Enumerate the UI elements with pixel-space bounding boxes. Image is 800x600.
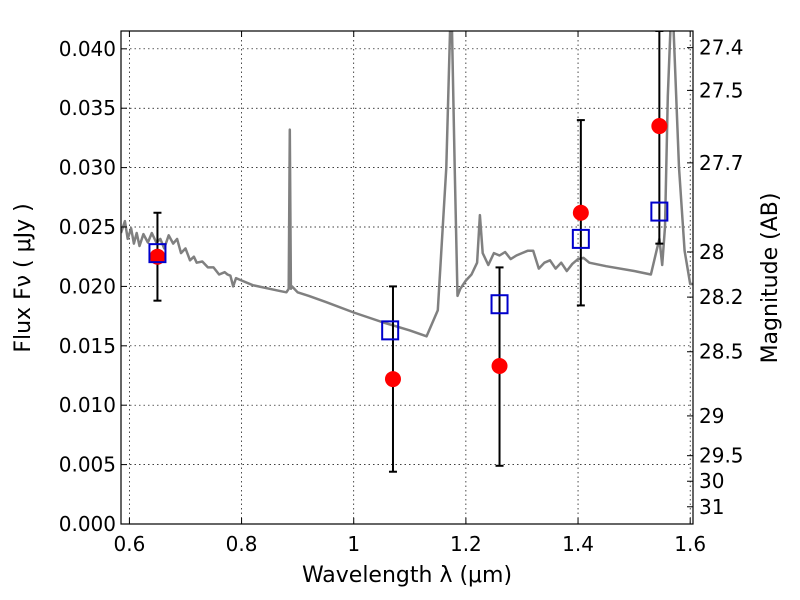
y2-axis-label: Magnitude (AB) — [758, 193, 783, 364]
grid-lines — [121, 31, 693, 525]
x-tick-label: 1 — [347, 532, 360, 556]
y-axis-ticks: 0.000 0.005 0.010 0.015 0.020 0.025 0.030 0.035… — [59, 37, 127, 536]
observed-point — [651, 118, 668, 135]
y-tick-label: 0.000 — [59, 512, 116, 536]
observed-points — [149, 118, 668, 388]
x-tick-label: 1.4 — [562, 532, 594, 556]
y2-tick-label: 27.5 — [699, 78, 744, 102]
y-tick-label: 0.015 — [59, 334, 116, 358]
model-square — [490, 294, 509, 315]
observed-point — [491, 358, 508, 375]
model-spectrum-line — [121, 31, 693, 338]
plot-frame — [120, 30, 694, 525]
y-tick-label: 0.040 — [59, 37, 116, 61]
y2-tick-label: 27.4 — [699, 36, 744, 60]
x-tick-label: 0.8 — [226, 532, 258, 556]
x-axis-label: Wavelength λ (μm) — [302, 563, 512, 588]
x-tick-label: 1.6 — [674, 532, 706, 556]
y-axis-label: Flux Fν ( μJy ) — [11, 203, 36, 352]
y2-tick-label: 28 — [699, 240, 724, 264]
y-tick-label: 0.025 — [59, 215, 116, 239]
y2-tick-label: 28.5 — [699, 340, 744, 364]
y-tick-label: 0.020 — [59, 274, 116, 298]
y2-tick-label: 31 — [699, 495, 724, 519]
model-squares — [148, 201, 669, 341]
observed-point — [384, 371, 401, 388]
y2-tick-label: 28.2 — [699, 285, 744, 309]
y2-tick-label: 30 — [699, 469, 724, 493]
x-axis-ticks: 0.6 0.8 1 1.2 1.4 1.6 — [114, 31, 706, 556]
y-tick-label: 0.030 — [59, 156, 116, 180]
y-tick-label: 0.010 — [59, 393, 116, 417]
y2-tick-label: 29.5 — [699, 444, 744, 468]
x-tick-label: 0.6 — [114, 532, 146, 556]
y-tick-label: 0.035 — [59, 96, 116, 120]
spectrum-line — [121, 31, 693, 338]
y2-tick-label: 27.7 — [699, 151, 744, 175]
model-square — [571, 228, 590, 249]
y-tick-label: 0.005 — [59, 453, 116, 477]
error-bars — [153, 31, 664, 473]
model-square — [148, 243, 167, 264]
observed-point — [572, 204, 589, 221]
x-tick-label: 1.2 — [450, 532, 482, 556]
observed-point — [149, 248, 166, 265]
model-square — [381, 320, 400, 341]
model-square — [650, 201, 669, 222]
y2-tick-label: 29 — [699, 404, 724, 428]
